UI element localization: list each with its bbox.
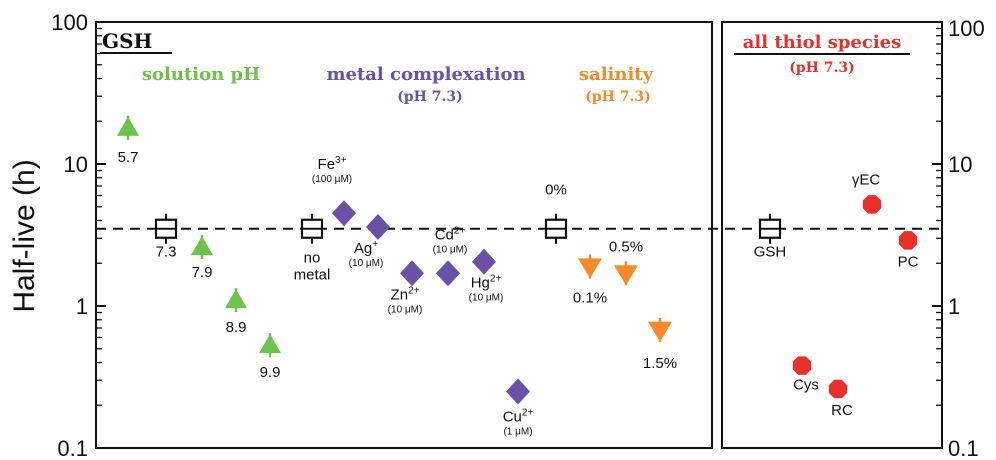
point-label: Ag+ xyxy=(354,239,378,257)
point-label: Cys xyxy=(793,377,819,394)
point-label-concentration: (10 μM) xyxy=(349,258,384,269)
data-point-triangle-up xyxy=(191,235,213,260)
group-title-solution-ph: solution pH xyxy=(142,64,260,85)
data-point-diamond xyxy=(472,248,496,275)
data-point-square xyxy=(154,213,178,244)
y-tick-label-right: 0.1 xyxy=(948,436,979,460)
y-tick-label-left: 10 xyxy=(64,152,88,177)
data-point-octagon xyxy=(792,356,812,375)
right-panel-title: all thiol species xyxy=(743,32,902,53)
data-point-diamond xyxy=(506,378,530,405)
point-label-concentration: (10 μM) xyxy=(388,304,423,315)
data-point-triangle-up xyxy=(225,288,247,313)
group-subtitle-salinity: (pH 7.3) xyxy=(585,89,651,105)
data-point-triangle-down xyxy=(614,261,638,286)
data-point-octagon xyxy=(898,231,918,250)
point-label: 8.9 xyxy=(226,319,247,336)
point-label: RC xyxy=(831,402,853,419)
data-point-triangle-up xyxy=(259,333,281,358)
data-point-diamond xyxy=(366,214,390,241)
point-label: γEC xyxy=(852,171,881,188)
right-panel-frame xyxy=(721,21,943,449)
y-tick-label-left: 0.1 xyxy=(57,436,88,460)
point-label-concentration: (100 μM) xyxy=(312,174,352,185)
data-point-triangle-up xyxy=(117,115,139,140)
data-point-triangle-down xyxy=(578,254,602,279)
group-title-salinity: salinity xyxy=(579,64,654,85)
point-label: 0.1% xyxy=(573,289,607,306)
group-title-metal-complexation: metal complexation xyxy=(326,64,525,85)
point-label: Cd2+ xyxy=(435,225,466,243)
y-tick-label-right: 10 xyxy=(948,152,972,177)
y-tick-label-right: 1 xyxy=(948,294,960,319)
point-label-concentration: (10 μM) xyxy=(469,293,504,304)
y-axis-label: Half-live (h) xyxy=(8,159,41,312)
point-label-concentration: (10 μM) xyxy=(433,244,468,255)
left-panel-frame xyxy=(95,21,713,449)
point-label-concentration: (1 μM) xyxy=(503,426,532,437)
point-label: Hg2+ xyxy=(471,274,502,292)
point-label: Cu2+ xyxy=(503,407,534,425)
point-label: 7.9 xyxy=(192,264,213,281)
point-label: metal xyxy=(294,267,331,284)
data-point-diamond xyxy=(436,260,460,287)
point-label: Fe3+ xyxy=(318,155,347,173)
y-tick-label-left: 1 xyxy=(76,294,88,319)
y-tick-label-left: 100 xyxy=(51,10,88,35)
data-point-triangle-down xyxy=(648,317,672,342)
point-label: 7.3 xyxy=(156,244,177,261)
point-label: 5.7 xyxy=(118,149,139,166)
point-label: 1.5% xyxy=(643,355,677,372)
point-label: PC xyxy=(898,253,919,270)
data-point-diamond xyxy=(332,200,356,227)
data-point-square xyxy=(758,213,782,244)
point-label: no xyxy=(304,250,321,267)
point-label: Zn2+ xyxy=(391,285,420,303)
data-point-square xyxy=(544,213,568,244)
right-panel-subtitle: (pH 7.3) xyxy=(789,60,855,76)
data-point-square xyxy=(300,213,324,244)
data-point-octagon xyxy=(828,379,848,399)
group-subtitle-metal-complexation: (pH 7.3) xyxy=(397,89,463,105)
point-label: 9.9 xyxy=(260,364,281,381)
point-label: 0% xyxy=(545,182,567,199)
point-label: 0.5% xyxy=(609,238,643,255)
y-tick-label-right: 100 xyxy=(948,16,985,41)
data-point-octagon xyxy=(862,195,882,214)
data-point-diamond xyxy=(400,260,424,287)
gsh-panel-label: GSH xyxy=(102,29,152,53)
point-label: GSH xyxy=(754,244,787,261)
